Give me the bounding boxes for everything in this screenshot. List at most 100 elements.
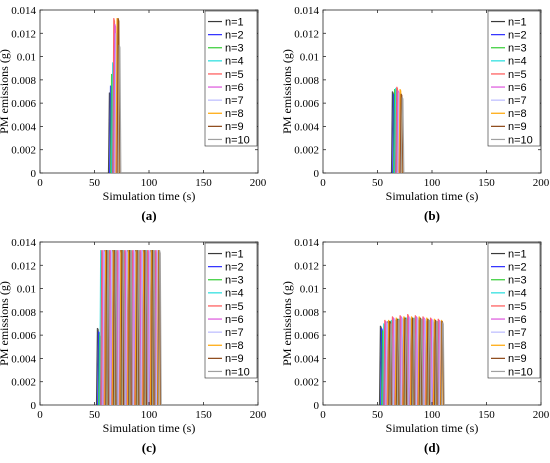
legend-entry: n=5 [508,69,527,81]
legend-entry: n=4 [225,56,244,68]
legend-entry: n=1 [225,248,244,260]
legend-entry: n=9 [508,353,527,365]
series-line-n10-spike-1 [117,44,122,174]
legend: n=1n=2 n=3n=4n=5n=6n=7n=8n=9n=10 [487,10,541,147]
legend-entry: n=7 [225,95,244,107]
series-line-n10-spike-3 [404,318,409,406]
y-tick-label: 0.012 [11,260,36,272]
y-tick-label: 0.008 [11,307,36,319]
series-line-n10-spike-6 [427,319,432,406]
legend: n=1n=2 n=3n=4n=5n=6n=7n=8n=9n=10 [204,10,258,147]
series-line-n9-spike-4 [128,250,132,406]
x-tick-label: 50 [89,177,101,189]
legend-entry: n=6 [225,314,244,326]
series-line-n10-spike-2 [113,250,118,406]
legend-entry: n=4 [225,288,244,300]
series-line-n10-spike-1 [400,97,405,174]
legend-entry: n=9 [225,353,244,365]
series-line-n9-spike-6 [426,318,431,406]
x-axis-label: Simulation time (s) [103,421,196,435]
x-tick-label: 0 [320,177,326,189]
y-tick-label: 0.004 [11,353,36,365]
series-line-n10-spike-5 [419,318,424,406]
y-tick-label: 0.008 [294,307,319,319]
series-line-n9-spike-5 [418,317,423,406]
legend-entry: n=9 [225,121,244,133]
y-axis-label: PM emissions (g) [0,281,11,366]
series-line-n9-spike-3 [403,317,408,406]
series-line-n6-spike-4 [407,316,411,406]
legend-entry: n=7 [508,95,527,107]
legend-entry: n=1 [225,16,244,28]
y-tick-label: 0.01 [17,284,36,296]
legend-box [487,10,541,147]
series-line-n10-spike-7 [152,250,156,406]
x-tick-label: 200 [533,177,550,189]
x-tick-label: 100 [424,177,441,189]
legend-entry: n=5 [225,301,244,313]
series-line-n6-spike-5 [414,316,419,406]
legend-entry: n=10 [225,134,250,146]
x-tick-label: 200 [533,409,550,421]
y-tick-label: 0.006 [294,98,319,110]
legend-entry: n=3 [508,43,527,55]
series-line-n9-spike-7 [150,250,155,406]
y-tick-label: 0.004 [11,121,36,133]
y-tick-label: 0.004 [294,121,319,133]
y-axis-label: PM emissions (g) [280,281,294,366]
chart-panel-3: 0 0.002 0.004 0.006 0.008 0.01 0.012 0.014 0 50 10… [0,237,267,455]
series-line-n10-spike-8 [441,322,445,406]
series-line-n6-spike-2 [391,317,396,406]
legend-entry: n=4 [508,288,527,300]
x-tick-label: 100 [141,177,158,189]
y-tick-label: 0.002 [11,145,36,157]
legend-entry: n=6 [225,82,244,94]
y-tick-label: 0 [31,168,37,180]
legend-entry: n=1 [508,16,527,28]
legend-entry: n=3 [225,275,244,287]
legend-entry: n=10 [508,366,533,378]
x-axis-label: Simulation time (s) [103,189,196,203]
y-tick-label: 0.008 [11,75,36,87]
series-line-n9-spike-6 [143,250,148,406]
x-tick-label: 150 [195,409,212,421]
series-line-n6-spike-4 [124,250,128,406]
panel-label: (b) [424,208,440,223]
panel-label: (a) [141,208,156,223]
series-line-n6-spike-3 [399,316,404,406]
y-tick-label: 0.014 [294,5,319,17]
y-tick-label: 0.006 [11,330,36,342]
x-tick-label: 0 [37,177,43,189]
y-tick-label: 0.012 [294,260,319,272]
legend-entry: n=3 [225,43,244,55]
y-tick-label: 0.01 [300,284,319,296]
legend-entry: n=5 [508,301,527,313]
panel-label: (c) [142,440,156,455]
y-axis-label: PM emissions (g) [0,49,11,134]
series-line-n9-spike-5 [135,250,140,406]
chart-panel-1: 0 0.002 0.004 0.006 0.008 0.01 0.012 0.014 0 50 10… [0,5,267,223]
series-line-n6-spike-5 [131,250,136,406]
series-line-n10-spike-4 [412,318,416,406]
legend-entry: n=6 [508,314,527,326]
series-line-n6-spike-1 [384,320,389,406]
series-line-n10-spike-1 [389,323,393,406]
series-line-n9-spike-2 [395,318,400,406]
series-line-n9-spike-1 [388,320,392,406]
y-tick-label: 0.002 [294,145,319,157]
y-tick-label: 0.01 [17,52,36,64]
y-tick-label: 0.002 [11,377,36,389]
series-line-n6-spike-7 [147,250,151,406]
series-line-n9-spike-3 [120,250,125,406]
y-tick-label: 0 [31,400,37,412]
legend-entry: n=10 [508,134,533,146]
series-line-n9-spike-1 [105,250,109,406]
series-line-n9-spike-4 [411,317,415,406]
y-tick-label: 0.012 [294,28,319,40]
y-tick-label: 0 [314,168,320,180]
legend-box [487,242,541,379]
legend-entry: n=2 [225,261,244,273]
y-tick-label: 0.012 [11,28,36,40]
series-line-n10-spike-5 [136,250,141,406]
